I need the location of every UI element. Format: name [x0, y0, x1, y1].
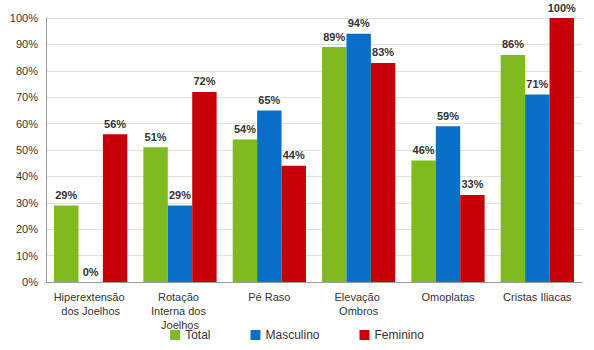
svg-text:46%: 46%	[413, 144, 435, 156]
svg-text:30%: 30%	[16, 197, 38, 209]
svg-text:50%: 50%	[16, 144, 38, 156]
svg-text:Rotação: Rotação	[158, 291, 202, 303]
svg-text:65%: 65%	[258, 94, 280, 106]
svg-text:29%: 29%	[55, 189, 77, 201]
svg-text:0%: 0%	[83, 266, 99, 278]
svg-text:0%: 0%	[22, 276, 38, 288]
svg-text:Ombros: Ombros	[339, 305, 379, 317]
svg-text:29%: 29%	[169, 189, 191, 201]
svg-text:72%: 72%	[193, 75, 215, 87]
svg-text:Masculino: Masculino	[265, 328, 319, 342]
svg-text:90%: 90%	[16, 38, 38, 50]
svg-text:59%: 59%	[437, 110, 459, 122]
svg-text:Omoplatas: Omoplatas	[421, 291, 475, 303]
svg-text:56%: 56%	[104, 118, 126, 130]
svg-text:83%: 83%	[372, 46, 394, 58]
svg-text:100%: 100%	[548, 2, 576, 14]
svg-text:44%: 44%	[283, 149, 305, 161]
svg-text:Pé Raso: Pé Raso	[248, 291, 290, 303]
svg-text:Interna dos: Interna dos	[151, 305, 209, 317]
svg-text:20%: 20%	[16, 223, 38, 235]
svg-text:86%: 86%	[502, 38, 524, 50]
svg-text:100%: 100%	[10, 12, 38, 24]
svg-text:71%: 71%	[526, 78, 548, 90]
svg-text:Feminino: Feminino	[375, 328, 425, 342]
svg-text:89%: 89%	[323, 31, 345, 43]
svg-text:60%: 60%	[16, 118, 38, 130]
svg-text:94%: 94%	[348, 17, 370, 29]
svg-text:dos Joelhos: dos Joelhos	[61, 305, 120, 317]
svg-text:80%: 80%	[16, 65, 38, 77]
svg-text:54%: 54%	[234, 123, 256, 135]
svg-text:Joelhos: Joelhos	[161, 319, 199, 331]
svg-text:70%: 70%	[16, 91, 38, 103]
svg-text:33%: 33%	[461, 178, 483, 190]
svg-text:Cristas Iliacas: Cristas Iliacas	[503, 291, 572, 303]
svg-text:40%: 40%	[16, 170, 38, 182]
svg-text:Total: Total	[185, 328, 210, 342]
svg-text:51%: 51%	[145, 131, 167, 143]
svg-text:10%: 10%	[16, 250, 38, 262]
svg-text:Hiperextensão: Hiperextensão	[54, 291, 128, 303]
svg-text:Elevação: Elevação	[335, 291, 383, 303]
